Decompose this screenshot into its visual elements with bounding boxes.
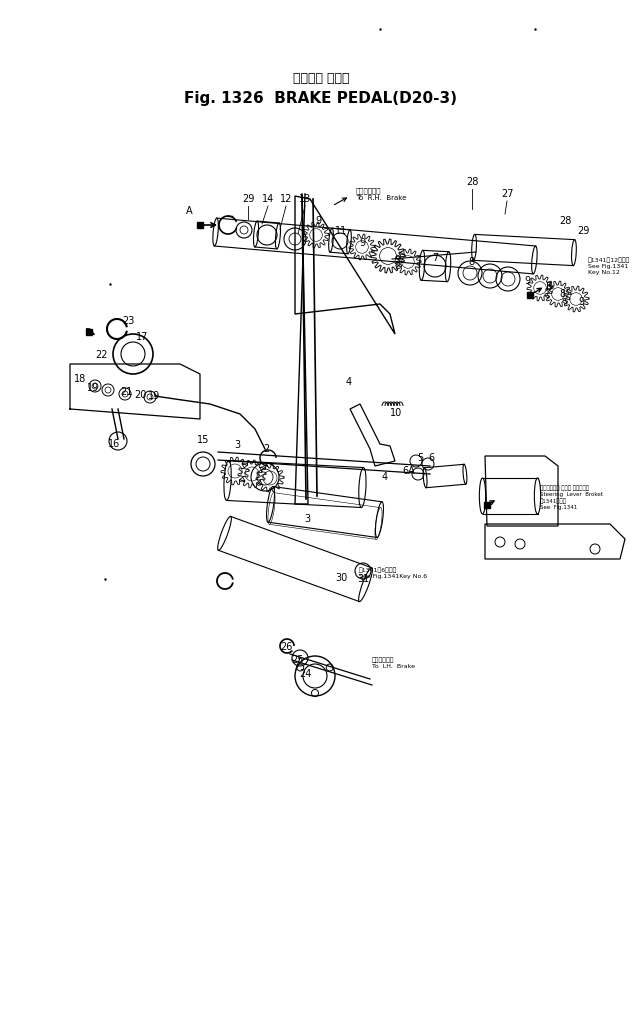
Text: 19: 19 — [87, 383, 99, 393]
Text: 30: 30 — [335, 573, 347, 583]
Text: 28: 28 — [559, 216, 571, 226]
Text: 3: 3 — [304, 514, 310, 524]
Text: 19: 19 — [148, 391, 160, 401]
Text: 26: 26 — [280, 642, 292, 652]
Text: 左ブレーキへ
To  LH.  Brake: 左ブレーキへ To LH. Brake — [372, 657, 415, 669]
Text: 17: 17 — [136, 332, 148, 342]
Text: サブレーキへ
To  R.H.  Brake: サブレーキへ To R.H. Brake — [356, 187, 406, 201]
Text: 7: 7 — [432, 254, 438, 263]
Text: 2: 2 — [263, 444, 269, 454]
Text: B: B — [546, 282, 552, 292]
Text: 6: 6 — [428, 453, 434, 463]
Text: 23: 23 — [122, 316, 134, 325]
Text: 29: 29 — [577, 226, 589, 236]
Text: 8: 8 — [468, 257, 474, 267]
Text: 27: 27 — [501, 189, 513, 199]
Text: 18: 18 — [74, 374, 86, 384]
Text: 9: 9 — [394, 255, 400, 265]
Text: 12: 12 — [280, 194, 292, 204]
Text: A: A — [186, 206, 193, 216]
Text: 4: 4 — [382, 472, 388, 482]
Text: 28: 28 — [466, 177, 478, 187]
Text: 4: 4 — [346, 377, 352, 387]
Text: 11: 11 — [335, 226, 347, 236]
Text: 21: 21 — [120, 387, 132, 397]
Text: 29: 29 — [242, 194, 254, 204]
Text: 14: 14 — [262, 194, 274, 204]
Text: 24: 24 — [299, 669, 311, 679]
Text: Fig. 1326  BRAKE PEDAL(D20-3): Fig. 1326 BRAKE PEDAL(D20-3) — [184, 91, 458, 106]
Text: ブレーキ ペダル: ブレーキ ペダル — [293, 72, 349, 85]
Text: 25: 25 — [291, 655, 303, 665]
Text: 6A: 6A — [403, 466, 415, 476]
Text: 22: 22 — [95, 350, 107, 360]
Text: 16: 16 — [108, 439, 120, 449]
Text: 20: 20 — [134, 390, 146, 400]
Text: 31: 31 — [357, 574, 369, 584]
Text: 9: 9 — [359, 238, 365, 248]
Text: 9: 9 — [524, 276, 530, 286]
Text: 5: 5 — [417, 453, 423, 463]
Text: ステアリング レバー ブラケット
Steering  Lever  Broket
第1341図参照
See  Fig.1341: ステアリング レバー ブラケット Steering Lever Broket 第… — [540, 486, 603, 510]
Text: 9: 9 — [315, 216, 321, 226]
Text: 13: 13 — [299, 194, 311, 204]
Text: 3: 3 — [234, 440, 240, 450]
Text: 10: 10 — [390, 408, 402, 418]
Text: 第1341図6番参照
See Fig.1341Key No.6: 第1341図6番参照 See Fig.1341Key No.6 — [359, 567, 427, 579]
Text: 8: 8 — [559, 289, 565, 299]
Text: 第1341図12番参照
See Fig.1341
Key No.12: 第1341図12番参照 See Fig.1341 Key No.12 — [588, 257, 630, 275]
Text: 9: 9 — [578, 297, 584, 307]
Text: 15: 15 — [197, 435, 209, 445]
Text: B: B — [85, 328, 91, 338]
